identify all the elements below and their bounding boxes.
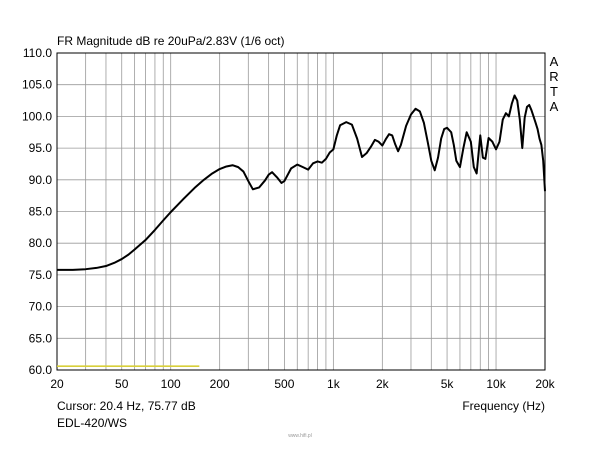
y-tick-label: 75.0 <box>29 268 53 282</box>
y-tick-label: 70.0 <box>29 300 53 314</box>
x-tick-label: 200 <box>210 377 230 391</box>
x-tick-label: 10k <box>486 377 506 391</box>
x-axis: 20 50 100 200 500 1k 2k 5k 10k 20k <box>50 377 555 391</box>
x-axis-label: Frequency (Hz) <box>462 399 545 413</box>
cursor-readout: Cursor: 20.4 Hz, 75.77 dB <box>57 399 196 413</box>
plot-frame <box>56 52 546 371</box>
y-tick-label: 100.0 <box>22 109 52 123</box>
x-tick-label: 5k <box>441 377 455 391</box>
y-tick-label: 85.0 <box>29 205 53 219</box>
x-tick-label: 1k <box>327 377 341 391</box>
y-tick-label: 65.0 <box>29 331 53 345</box>
model-label: EDL-420/WS <box>57 416 127 430</box>
y-tick-label: 80.0 <box>29 236 53 250</box>
y-tick-label: 110.0 <box>23 46 52 60</box>
x-tick-label: 20k <box>535 377 555 391</box>
x-tick-label: 500 <box>274 377 294 391</box>
annotation-letter: A <box>550 99 559 114</box>
y-tick-label: 90.0 <box>29 173 53 187</box>
grid <box>57 53 545 370</box>
series-line <box>57 94 546 271</box>
y-tick-label: 95.0 <box>29 141 53 155</box>
x-tick-label: 20 <box>50 377 64 391</box>
watermark: www.hifi.pl <box>288 433 312 439</box>
annotation-letter: A <box>550 54 559 69</box>
annotation-letter: R <box>549 69 558 84</box>
x-tick-label: 2k <box>376 377 390 391</box>
chart-title: FR Magnitude dB re 20uPa/2.83V (1/6 oct) <box>57 34 284 48</box>
y-tick-label: 105.0 <box>22 78 52 92</box>
y-axis: 60.0 65.0 70.0 75.0 80.0 85.0 90.0 95.0 100.0 105… <box>22 46 52 377</box>
annotation-letter: T <box>550 84 558 99</box>
series-group <box>57 94 546 367</box>
x-tick-label: 50 <box>115 377 129 391</box>
x-tick-label: 100 <box>161 377 181 391</box>
y-tick-label: 60.0 <box>29 363 53 377</box>
